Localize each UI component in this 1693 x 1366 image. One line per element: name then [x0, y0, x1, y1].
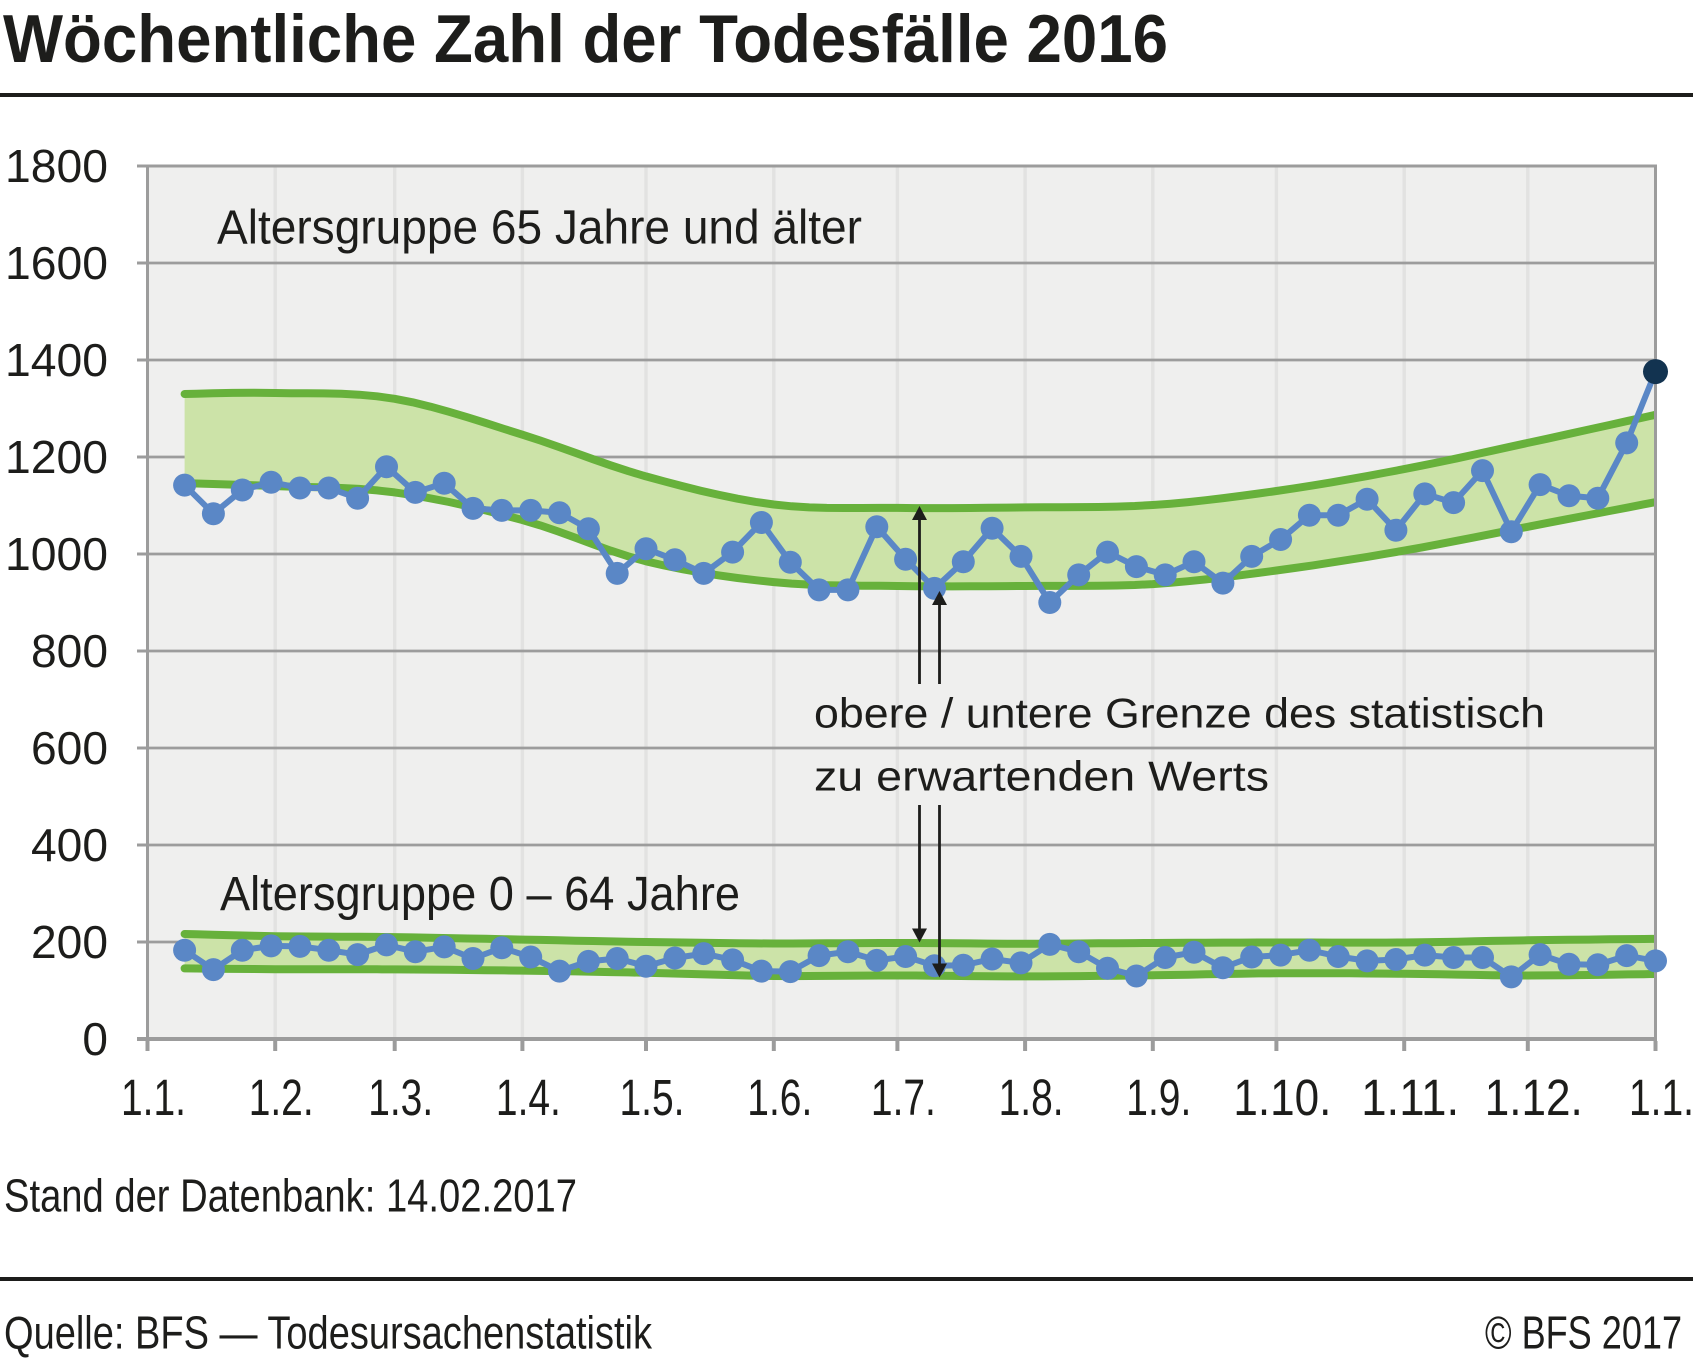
svg-text:zu erwartenden Werts: zu erwartenden Werts: [814, 753, 1269, 800]
svg-text:© BFS 2017: © BFS 2017: [1485, 1307, 1682, 1359]
svg-text:obere / untere Grenze des stat: obere / untere Grenze des statistisch: [814, 690, 1545, 737]
svg-text:1.6.: 1.6.: [747, 1069, 812, 1126]
svg-text:1200: 1200: [5, 431, 108, 483]
svg-text:1000: 1000: [5, 528, 108, 580]
svg-text:1.8.: 1.8.: [999, 1069, 1064, 1126]
svg-text:1800: 1800: [5, 140, 108, 192]
svg-text:800: 800: [31, 625, 108, 677]
svg-text:Quelle: BFS — Todesursachensta: Quelle: BFS — Todesursachenstatistik: [4, 1307, 653, 1359]
svg-text:Altersgruppe 65 Jahre und älte: Altersgruppe 65 Jahre und älter: [217, 202, 862, 255]
svg-text:0: 0: [82, 1013, 108, 1065]
svg-text:400: 400: [31, 819, 108, 871]
svg-text:1.1.: 1.1.: [1629, 1069, 1693, 1126]
svg-text:1.4.: 1.4.: [496, 1069, 561, 1126]
svg-text:1400: 1400: [5, 334, 108, 386]
svg-text:1.9.: 1.9.: [1126, 1069, 1191, 1126]
svg-text:1.3.: 1.3.: [368, 1069, 433, 1126]
svg-text:1.12.: 1.12.: [1485, 1069, 1583, 1126]
svg-text:Stand der Datenbank: 14.02.201: Stand der Datenbank: 14.02.2017: [4, 1170, 577, 1222]
svg-text:1.10.: 1.10.: [1233, 1069, 1331, 1126]
svg-text:1.2.: 1.2.: [249, 1069, 314, 1126]
svg-text:1.5.: 1.5.: [620, 1069, 685, 1126]
svg-text:Altersgruppe 0 – 64 Jahre: Altersgruppe 0 – 64 Jahre: [220, 868, 740, 921]
svg-text:200: 200: [31, 916, 108, 968]
svg-text:Wöchentliche Zahl der Todesfäl: Wöchentliche Zahl der Todesfälle 2016: [3, 1, 1168, 77]
svg-text:600: 600: [31, 722, 108, 774]
svg-text:1.11.: 1.11.: [1361, 1069, 1459, 1126]
svg-text:1.7.: 1.7.: [871, 1069, 936, 1126]
svg-text:1600: 1600: [5, 237, 108, 289]
svg-text:1.1.: 1.1.: [121, 1069, 186, 1126]
